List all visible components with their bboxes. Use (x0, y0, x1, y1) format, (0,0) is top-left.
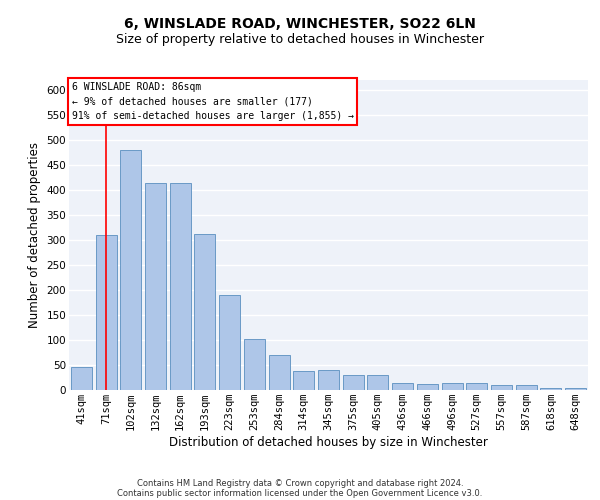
Bar (120, 150, 141, 390)
Bar (491, 385, 512, 390)
Bar (95, 234, 116, 390)
X-axis label: Distribution of detached houses by size in Winchester: Distribution of detached houses by size … (169, 436, 488, 449)
Bar (516, 385, 537, 390)
Bar (417, 384, 438, 390)
Bar (466, 382, 487, 390)
Bar (442, 382, 463, 390)
Bar (194, 234, 215, 390)
Text: Contains HM Land Registry data © Crown copyright and database right 2024.: Contains HM Land Registry data © Crown c… (137, 478, 463, 488)
Bar (219, 295, 240, 390)
Bar (565, 388, 586, 390)
Text: 6, WINSLADE ROAD, WINCHESTER, SO22 6LN: 6, WINSLADE ROAD, WINCHESTER, SO22 6LN (124, 18, 476, 32)
Bar (318, 370, 339, 390)
Bar (269, 355, 290, 390)
Bar (145, 182, 166, 390)
Bar (170, 182, 191, 390)
Bar (367, 375, 388, 390)
Text: 6 WINSLADE ROAD: 86sqm
← 9% of detached houses are smaller (177)
91% of semi-det: 6 WINSLADE ROAD: 86sqm ← 9% of detached … (71, 82, 353, 121)
Bar (541, 388, 562, 390)
Y-axis label: Number of detached properties: Number of detached properties (28, 142, 41, 328)
Bar (71, 367, 92, 390)
Text: Contains public sector information licensed under the Open Government Licence v3: Contains public sector information licen… (118, 488, 482, 498)
Bar (244, 339, 265, 390)
Bar (343, 375, 364, 390)
Text: Size of property relative to detached houses in Winchester: Size of property relative to detached ho… (116, 32, 484, 46)
Bar (293, 371, 314, 390)
Bar (392, 383, 413, 390)
